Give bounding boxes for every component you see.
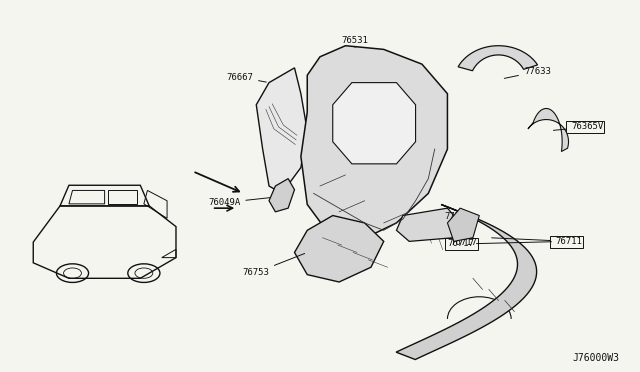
Text: 76711: 76711 bbox=[492, 237, 582, 246]
Polygon shape bbox=[256, 68, 307, 193]
Polygon shape bbox=[396, 208, 460, 241]
Text: 76049A: 76049A bbox=[208, 198, 273, 207]
Polygon shape bbox=[458, 46, 538, 71]
Text: 76717: 76717 bbox=[447, 239, 474, 248]
Polygon shape bbox=[447, 208, 479, 241]
Text: J76000W3: J76000W3 bbox=[573, 353, 620, 363]
Polygon shape bbox=[396, 205, 536, 359]
Text: 777B9: 777B9 bbox=[444, 212, 471, 221]
Text: 76667: 76667 bbox=[226, 73, 266, 82]
Polygon shape bbox=[269, 179, 294, 212]
Text: 76753: 76753 bbox=[242, 253, 305, 277]
Polygon shape bbox=[301, 46, 447, 241]
Text: 77633: 77633 bbox=[504, 67, 551, 78]
Polygon shape bbox=[294, 215, 384, 282]
Polygon shape bbox=[528, 109, 568, 151]
Text: 76365V: 76365V bbox=[554, 122, 604, 131]
Text: 76717: 76717 bbox=[451, 232, 477, 247]
Text: 76531: 76531 bbox=[342, 36, 369, 48]
Polygon shape bbox=[333, 83, 415, 164]
